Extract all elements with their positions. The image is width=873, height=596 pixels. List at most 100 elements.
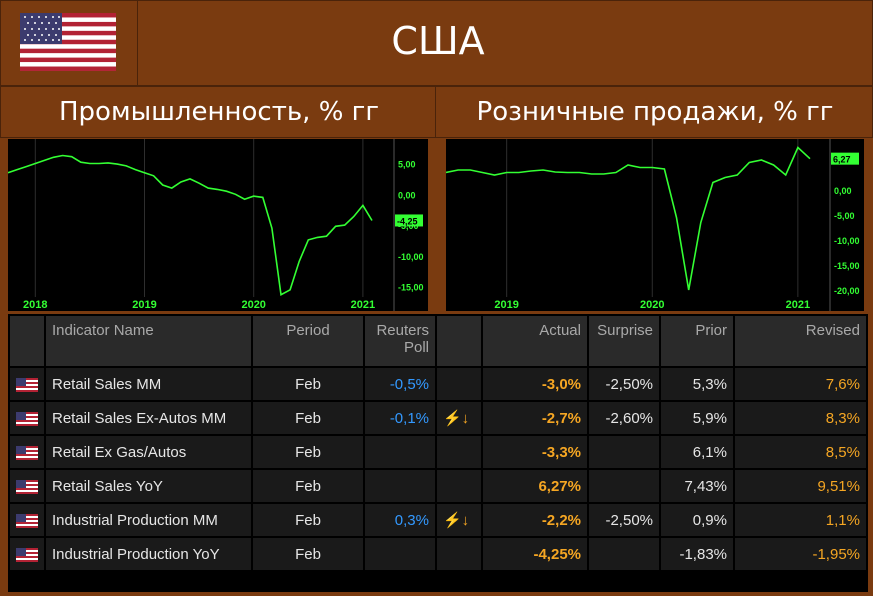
y-tick-label: -10,00	[398, 252, 424, 262]
surprise-flag-icon	[437, 368, 481, 400]
x-tick-label: 2018	[23, 299, 47, 311]
last-value-box	[831, 152, 859, 165]
revised: 1,1%	[735, 504, 866, 536]
x-tick-label: 2021	[351, 299, 375, 311]
indicator-name[interactable]: Retail Sales YoY	[46, 470, 251, 502]
reuters-poll	[365, 470, 435, 502]
row-flag-cell	[10, 470, 44, 502]
prior: 5,9%	[661, 402, 733, 434]
country-header: США	[137, 0, 873, 86]
period: Feb	[253, 538, 363, 570]
actual-header[interactable]: Actual	[483, 316, 587, 366]
left-chart: 5,000,00-5,00-10,00-15,00201820192020202…	[8, 139, 428, 311]
prior-header[interactable]: Prior	[661, 316, 733, 366]
us-flag-icon	[20, 13, 116, 71]
surprise-flag-icon: ⚡↓	[437, 504, 481, 536]
table-row[interactable]: Industrial Production MM Feb 0,3% ⚡↓ -2,2% -2…	[10, 504, 866, 536]
surprise: -2,50%	[589, 504, 659, 536]
table-row[interactable]: Retail Sales YoY Feb 6,27% 7,43% 9,51%	[10, 470, 866, 502]
row-flag-cell	[10, 504, 44, 536]
revised: 7,6%	[735, 368, 866, 400]
reuters-poll	[365, 436, 435, 468]
surprise-flag-icon: ⚡↓	[437, 402, 481, 434]
y-tick-label: 0,00	[398, 190, 416, 200]
surprise-flag-icon	[437, 470, 481, 502]
y-tick-label: 0,00	[834, 186, 852, 196]
period: Feb	[253, 470, 363, 502]
indicator-name[interactable]: Retail Sales MM	[46, 368, 251, 400]
period: Feb	[253, 436, 363, 468]
actual: -3,3%	[483, 436, 587, 468]
surprise-flag-icon	[437, 538, 481, 570]
left-chart-title: Промышленность, % гг	[59, 97, 379, 127]
last-value-box	[395, 214, 423, 227]
reuters-poll: -0,1%	[365, 402, 435, 434]
indicator-name[interactable]: Industrial Production YoY	[46, 538, 251, 570]
row-flag-cell	[10, 368, 44, 400]
left-chart-svg: 5,000,00-5,00-10,00-15,00201820192020202…	[8, 139, 424, 311]
row-flag-cell	[10, 436, 44, 468]
x-tick-label: 2020	[640, 299, 664, 311]
series-line	[446, 146, 811, 291]
table-row[interactable]: Retail Sales MM Feb -0,5% -3,0% -2,50% 5,3% 7,…	[10, 368, 866, 400]
y-tick-label: -15,00	[834, 261, 860, 271]
surprise-icon-header	[437, 316, 481, 366]
indicator-name[interactable]: Retail Sales Ex-Autos MM	[46, 402, 251, 434]
y-tick-label: -10,00	[834, 236, 860, 246]
y-tick-label: -5,00	[834, 211, 855, 221]
indicator-name[interactable]: Industrial Production MM	[46, 504, 251, 536]
period-header[interactable]: Period	[253, 316, 363, 366]
prior: 0,9%	[661, 504, 733, 536]
surprise-flag-icon	[437, 436, 481, 468]
period: Feb	[253, 504, 363, 536]
surprise	[589, 436, 659, 468]
indicator-name[interactable]: Retail Ex Gas/Autos	[46, 436, 251, 468]
prior: -1,83%	[661, 538, 733, 570]
revised: 8,5%	[735, 436, 866, 468]
series-line	[8, 154, 373, 296]
reuters-poll-header[interactable]: Reuters Poll	[365, 316, 435, 366]
prior: 6,1%	[661, 436, 733, 468]
x-tick-label: 2019	[132, 299, 156, 311]
right-chart-title: Розничные продажи, % гг	[476, 97, 834, 127]
y-tick-label: -15,00	[398, 283, 424, 293]
actual: -2,2%	[483, 504, 587, 536]
indicator-table: Indicator Name Period Reuters Poll Actua…	[8, 314, 868, 592]
left-chart-title-cell: Промышленность, % гг	[0, 86, 436, 138]
last-value-label: -4,25	[397, 216, 418, 226]
surprise	[589, 538, 659, 570]
actual: 6,27%	[483, 470, 587, 502]
table-row[interactable]: Retail Ex Gas/Autos Feb -3,3% 6,1% 8,5%	[10, 436, 866, 468]
last-value-label: 6,27	[833, 155, 851, 165]
period: Feb	[253, 368, 363, 400]
right-chart-title-cell: Розничные продажи, % гг	[435, 86, 873, 138]
right-chart: 0,00 -5,00 -10,00 -15,00 -20,00 2019 2020 2021 6…	[446, 139, 864, 311]
indicator-name-header[interactable]: Indicator Name	[46, 316, 251, 366]
prior: 7,43%	[661, 470, 733, 502]
revised: 9,51%	[735, 470, 866, 502]
row-flag-cell	[10, 538, 44, 570]
us-flag-icon	[16, 547, 38, 562]
reuters-poll	[365, 538, 435, 570]
surprise: -2,50%	[589, 368, 659, 400]
table-row[interactable]: Retail Sales Ex-Autos MM Feb -0,1% ⚡↓ -2,7% -…	[10, 402, 866, 434]
flag-column-header	[10, 316, 44, 366]
x-tick-label: 2019	[494, 299, 518, 311]
us-flag-icon	[16, 445, 38, 460]
revised-header[interactable]: Revised	[735, 316, 866, 366]
us-flag-icon	[16, 479, 38, 494]
x-tick-label: 2021	[786, 299, 810, 311]
row-flag-cell	[10, 402, 44, 434]
revised: -1,95%	[735, 538, 866, 570]
actual: -3,0%	[483, 368, 587, 400]
reuters-poll: 0,3%	[365, 504, 435, 536]
surprise-header[interactable]: Surprise	[589, 316, 659, 366]
table-row[interactable]: Industrial Production YoY Feb -4,25% -1,83%…	[10, 538, 866, 570]
country-title: США	[391, 19, 485, 63]
y-tick-label: 5,00	[398, 159, 416, 169]
actual: -2,7%	[483, 402, 587, 434]
surprise	[589, 470, 659, 502]
us-flag-icon	[16, 411, 38, 426]
x-tick-label: 2020	[241, 299, 265, 311]
surprise: -2,60%	[589, 402, 659, 434]
